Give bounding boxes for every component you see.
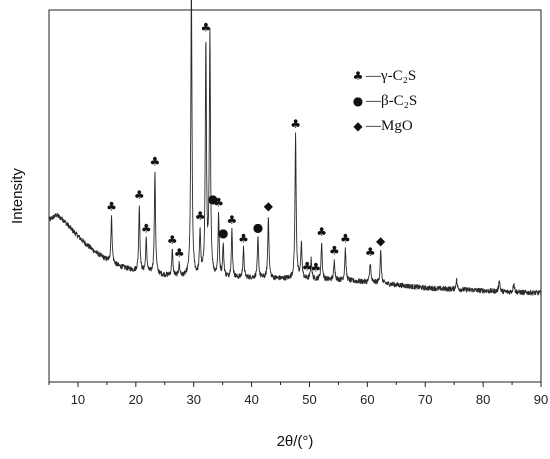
plot-frame [48, 9, 542, 383]
club-icon: ♣ [238, 231, 249, 245]
circle-icon: ● [208, 192, 218, 206]
x-tick-label: 10 [71, 392, 85, 407]
club-icon: ♣ [302, 260, 313, 274]
circle-icon: ● [353, 94, 363, 108]
x-tick-label: 30 [186, 392, 200, 407]
club-icon: ♣ [290, 117, 301, 131]
legend-label: —MgO [365, 118, 413, 134]
phase-markers: ♣♣♣♣♣♣♣♣♣●♣●♣♣●◆♣♣♣♣♣♣♣◆ [106, 20, 386, 275]
x-tick-label: 60 [360, 392, 374, 407]
x-tick-label: 80 [476, 392, 490, 407]
legend-label: —β-C₂S [365, 93, 417, 109]
x-tick-label: 70 [418, 392, 432, 407]
club-icon: ♣ [353, 69, 364, 83]
x-tick-label: 50 [302, 392, 316, 407]
x-axis: 10 20 30 40 50 60 70 80 90 [48, 382, 548, 407]
club-icon: ♣ [174, 246, 185, 260]
x-tick-label: 40 [244, 392, 258, 407]
club-icon: ♣ [106, 199, 117, 213]
club-icon: ♣ [227, 213, 238, 227]
diamond-icon: ◆ [264, 199, 274, 213]
circle-icon: ● [218, 226, 228, 240]
club-icon: ♣ [310, 261, 321, 275]
club-icon: ♣ [340, 231, 351, 245]
club-icon: ♣ [150, 155, 161, 169]
club-icon: ♣ [195, 209, 206, 223]
diffraction-pattern-line [48, 0, 542, 296]
club-icon: ♣ [213, 196, 224, 210]
club-icon: ♣ [134, 188, 145, 202]
circle-icon: ● [253, 221, 263, 235]
x-tick-label: 90 [534, 392, 548, 407]
club-icon: ♣ [141, 221, 152, 235]
club-icon: ♣ [200, 20, 211, 34]
diamond-icon: ◆ [376, 234, 386, 248]
x-tick-label: 20 [129, 392, 143, 407]
x-axis-title: 2θ/(°) [277, 433, 314, 450]
club-icon: ♣ [316, 225, 327, 239]
legend-label: —γ-C₂S [365, 68, 416, 84]
y-axis-title: Intensity [9, 168, 26, 224]
diamond-icon: ◆ [353, 119, 363, 133]
club-icon: ♣ [365, 245, 376, 259]
plot-area [48, 9, 542, 383]
club-icon: ♣ [329, 244, 340, 258]
legend: ♣ —γ-C₂S● —β-C₂S◆ —MgO [353, 68, 418, 134]
club-icon: ♣ [167, 233, 178, 247]
